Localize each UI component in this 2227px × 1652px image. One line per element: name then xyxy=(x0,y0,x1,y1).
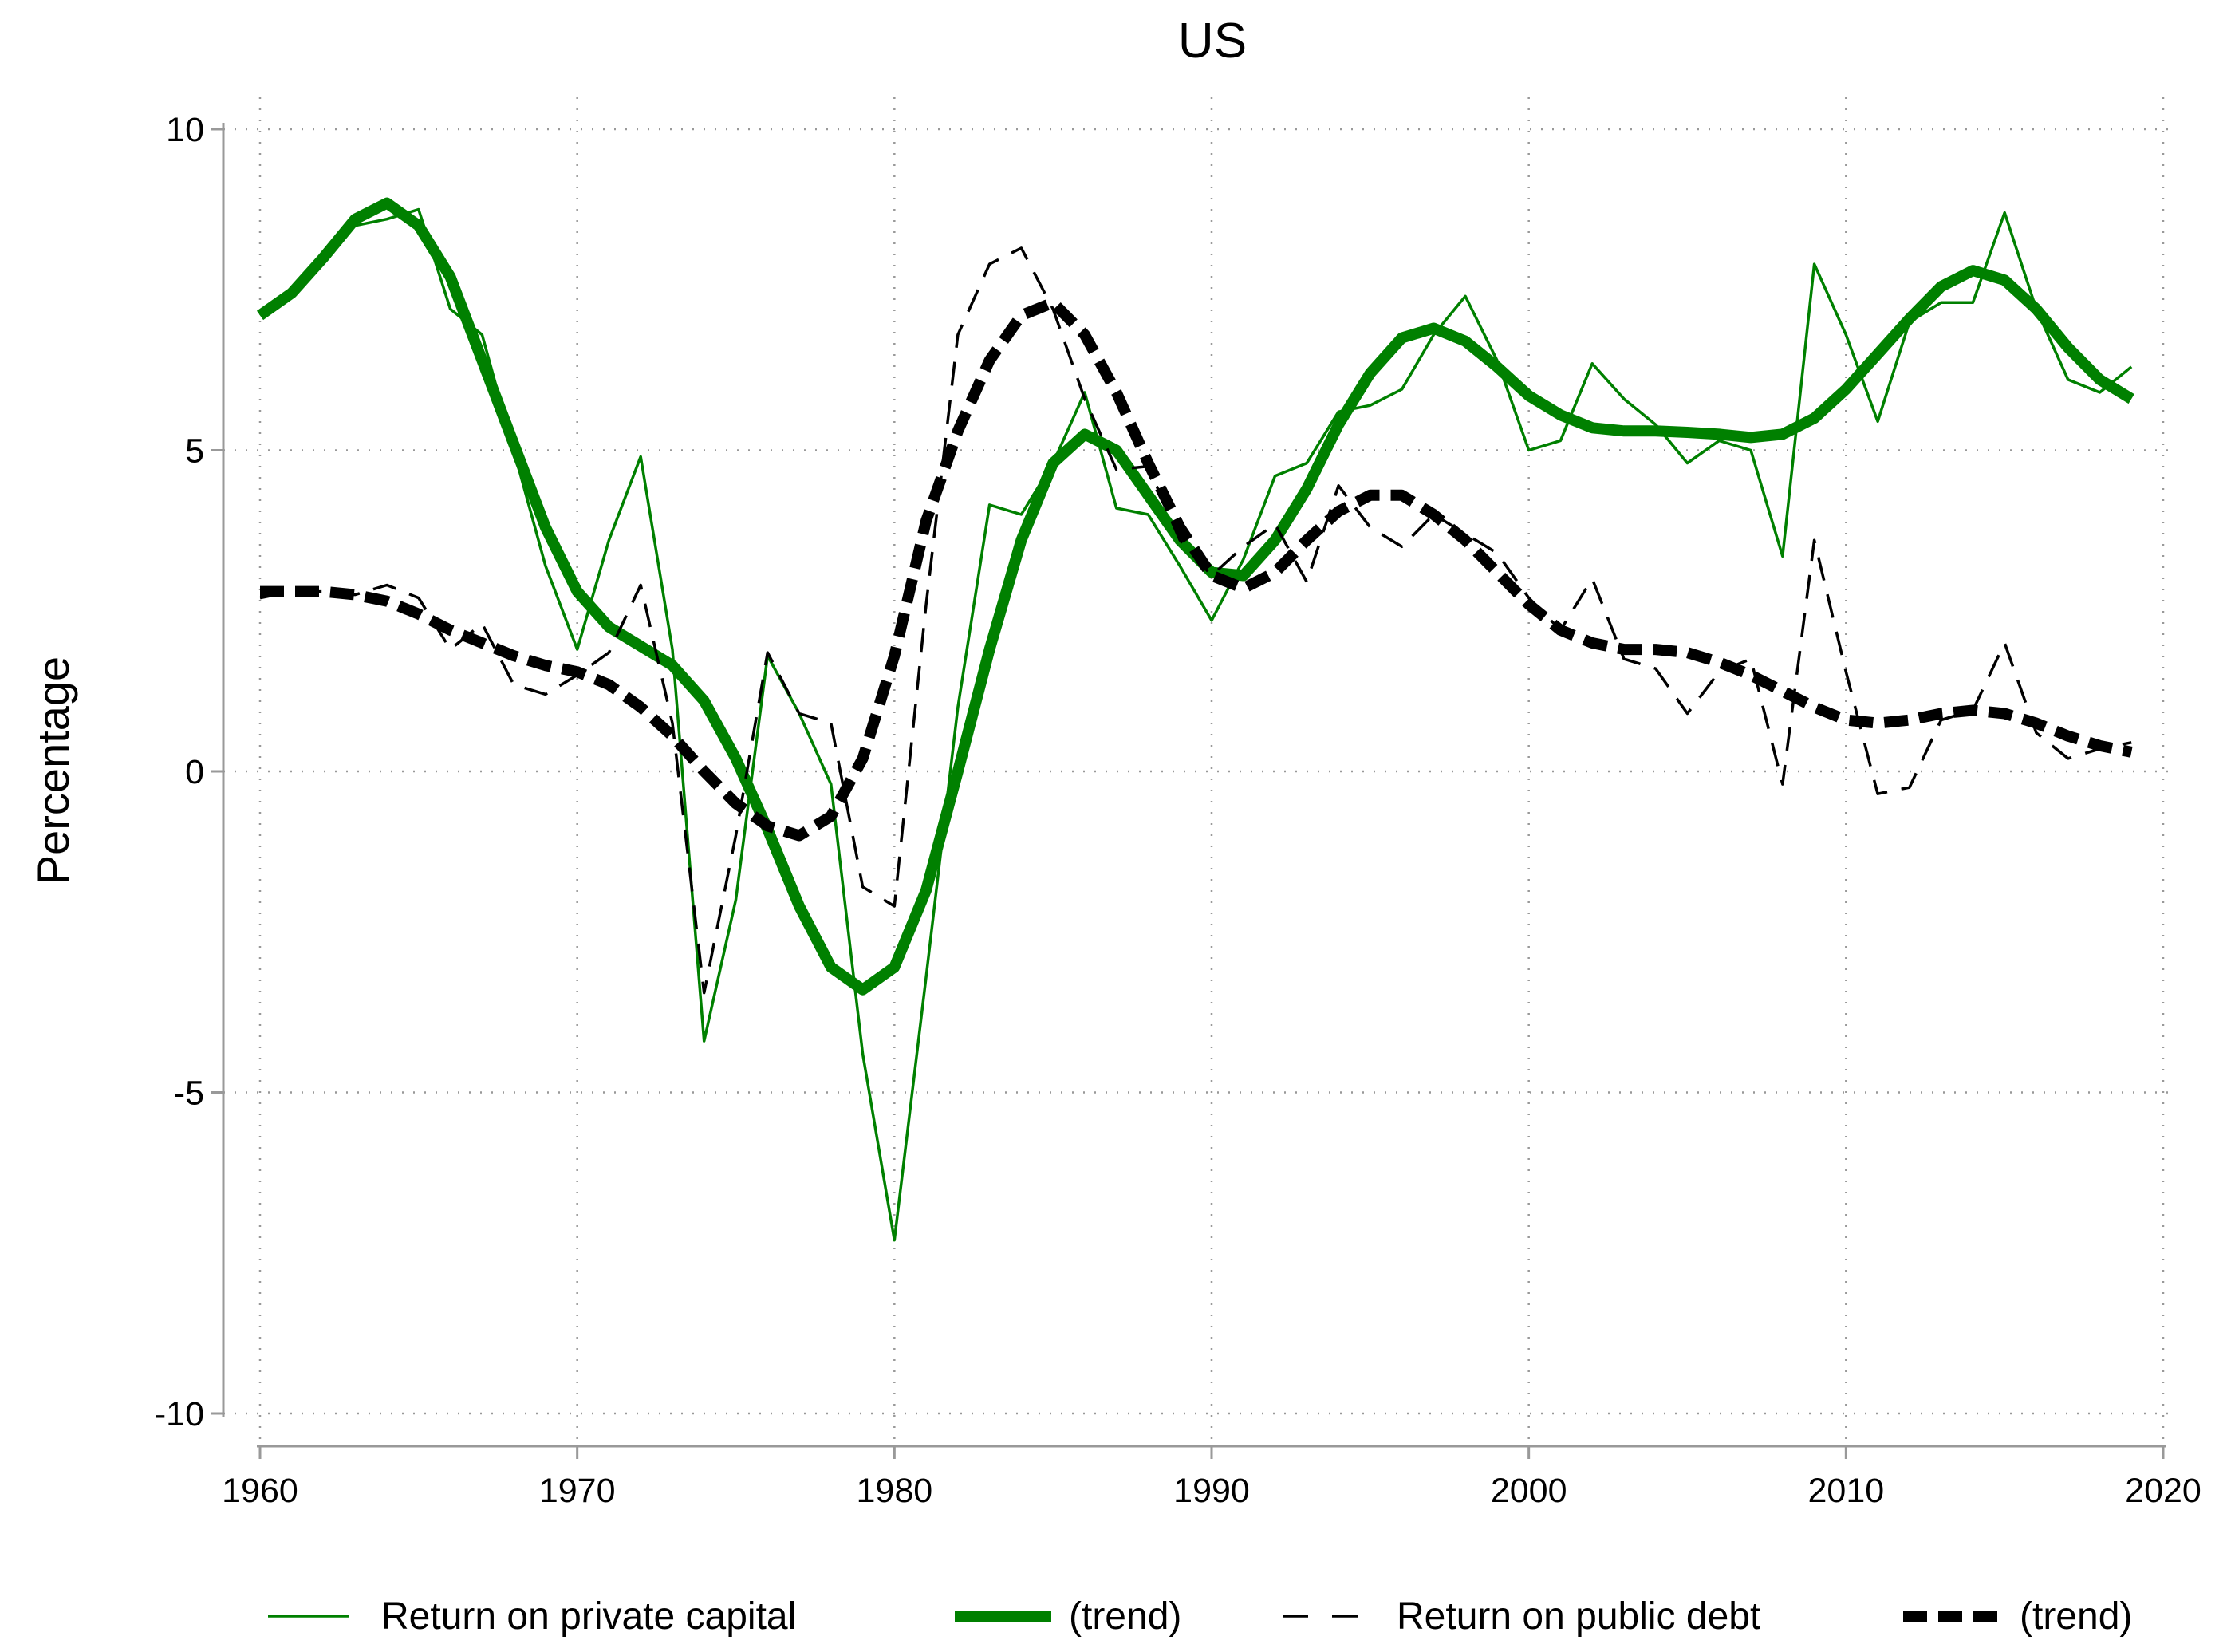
legend-label: Return on private capital xyxy=(381,1595,796,1638)
series-line xyxy=(258,207,2133,1242)
y-tick-label: 10 xyxy=(166,111,204,149)
legend-label: (trend) xyxy=(2020,1595,2132,1638)
x-tick-label: 1990 xyxy=(1173,1472,1250,1510)
y-tick-label: 5 xyxy=(185,432,204,471)
legend-label: Return on public debt xyxy=(1397,1595,1760,1638)
y-tick-label: -10 xyxy=(155,1395,204,1433)
x-tick-label: 2010 xyxy=(1807,1472,1884,1510)
x-tick-label: 2000 xyxy=(1491,1472,1567,1510)
y-axis-label: Percentage xyxy=(28,656,78,885)
legend-label: (trend) xyxy=(1069,1595,1181,1638)
chart-title: US xyxy=(1178,14,1247,69)
x-tick-label: 1970 xyxy=(539,1472,616,1510)
series-line xyxy=(260,297,2133,842)
x-tick-label: 1980 xyxy=(856,1472,932,1510)
y-tick-label: -5 xyxy=(174,1074,204,1113)
x-tick-label: 1960 xyxy=(222,1472,298,1510)
x-tick-label: 2020 xyxy=(2125,1472,2201,1510)
y-tick-label: 0 xyxy=(185,753,204,791)
